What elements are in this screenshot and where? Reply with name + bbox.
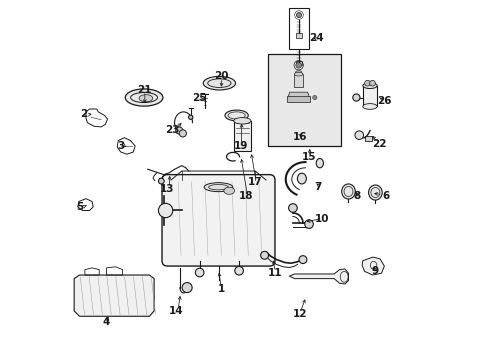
Circle shape — [182, 283, 192, 293]
Text: 23: 23 — [165, 125, 180, 135]
Text: 22: 22 — [371, 139, 386, 149]
Text: 13: 13 — [160, 184, 174, 194]
Circle shape — [179, 130, 186, 137]
Ellipse shape — [362, 83, 376, 89]
Text: 1: 1 — [217, 284, 224, 294]
Text: 20: 20 — [214, 71, 228, 81]
Circle shape — [158, 203, 172, 218]
Circle shape — [369, 80, 375, 86]
Bar — [296, 61, 301, 64]
Text: 26: 26 — [376, 96, 391, 106]
Bar — [294, 74, 303, 87]
Bar — [362, 86, 376, 107]
Ellipse shape — [297, 173, 306, 184]
Ellipse shape — [203, 183, 232, 192]
Text: 16: 16 — [292, 132, 306, 142]
Circle shape — [312, 95, 316, 100]
FancyBboxPatch shape — [267, 54, 341, 146]
Text: 2: 2 — [80, 109, 87, 119]
Text: 8: 8 — [353, 191, 360, 201]
Ellipse shape — [368, 185, 382, 200]
FancyBboxPatch shape — [162, 175, 274, 266]
Bar — [364, 135, 371, 140]
Text: 6: 6 — [382, 191, 389, 201]
Bar — [289, 8, 308, 49]
Text: 4: 4 — [102, 317, 110, 327]
Text: 17: 17 — [247, 177, 262, 187]
Text: 14: 14 — [169, 306, 183, 316]
Bar — [286, 96, 309, 102]
Circle shape — [352, 94, 359, 101]
Text: 11: 11 — [267, 268, 282, 278]
Ellipse shape — [224, 187, 234, 194]
Text: 10: 10 — [314, 215, 328, 224]
Bar — [296, 33, 301, 38]
Ellipse shape — [294, 72, 303, 76]
Text: 9: 9 — [371, 266, 378, 276]
Ellipse shape — [224, 110, 248, 121]
Ellipse shape — [295, 71, 301, 74]
Text: 19: 19 — [233, 141, 247, 151]
Polygon shape — [289, 269, 348, 284]
Ellipse shape — [125, 89, 163, 106]
Circle shape — [158, 178, 164, 184]
Ellipse shape — [233, 118, 250, 124]
Circle shape — [195, 268, 203, 277]
Text: 25: 25 — [192, 93, 206, 103]
Polygon shape — [74, 275, 154, 316]
Polygon shape — [362, 257, 384, 275]
Ellipse shape — [362, 104, 376, 109]
Circle shape — [260, 251, 268, 259]
Circle shape — [296, 13, 301, 18]
Circle shape — [354, 131, 363, 139]
Circle shape — [304, 220, 313, 228]
Ellipse shape — [203, 76, 235, 90]
Circle shape — [364, 80, 369, 86]
Text: 12: 12 — [292, 310, 306, 319]
Polygon shape — [287, 92, 309, 98]
Circle shape — [175, 127, 183, 134]
Circle shape — [234, 266, 243, 275]
Text: 24: 24 — [308, 33, 323, 43]
Ellipse shape — [139, 95, 152, 102]
Text: 18: 18 — [239, 191, 253, 201]
Circle shape — [295, 62, 301, 68]
Circle shape — [298, 256, 306, 264]
Bar — [233, 121, 250, 151]
Text: 5: 5 — [77, 202, 84, 212]
Ellipse shape — [341, 184, 355, 199]
Text: 15: 15 — [301, 152, 316, 162]
Text: 3: 3 — [117, 141, 124, 151]
Circle shape — [288, 204, 297, 212]
Circle shape — [188, 115, 192, 120]
Text: 7: 7 — [314, 182, 321, 192]
Ellipse shape — [316, 158, 323, 168]
Text: 21: 21 — [137, 85, 151, 95]
